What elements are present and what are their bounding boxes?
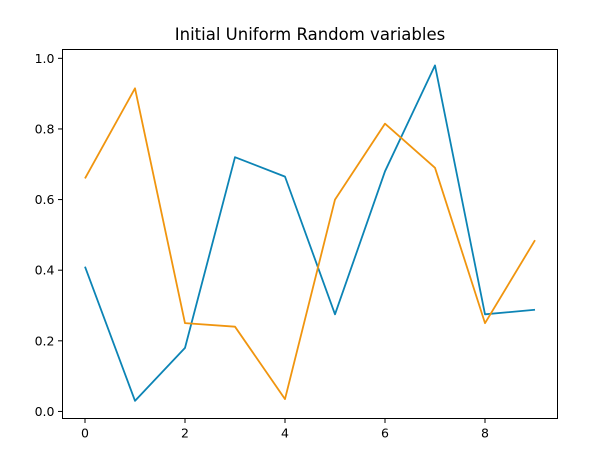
plot-area xyxy=(62,49,558,419)
series-layer xyxy=(84,64,536,402)
x-tick-label: 6 xyxy=(381,426,389,441)
y-tick-label: 0.4 xyxy=(35,263,55,278)
series-line-2 xyxy=(84,87,536,400)
y-axis: 0.0 0.2 0.4 0.6 0.8 1.0 xyxy=(35,51,63,419)
y-tick-label: 0.8 xyxy=(35,121,55,136)
x-tick-label: 2 xyxy=(181,426,189,441)
x-tick-label: 0 xyxy=(81,426,89,441)
x-tick-label: 8 xyxy=(481,426,489,441)
y-tick-label: 0.6 xyxy=(35,192,55,207)
y-tick-label: 0.2 xyxy=(35,333,55,348)
x-tick-label: 4 xyxy=(281,426,289,441)
chart-title: Initial Uniform Random variables xyxy=(175,25,445,44)
y-tick-label: 1.0 xyxy=(35,51,55,66)
y-tick-label: 0.0 xyxy=(35,404,55,419)
x-axis: 0 2 4 6 8 xyxy=(81,418,489,441)
series-line-1 xyxy=(84,64,536,402)
